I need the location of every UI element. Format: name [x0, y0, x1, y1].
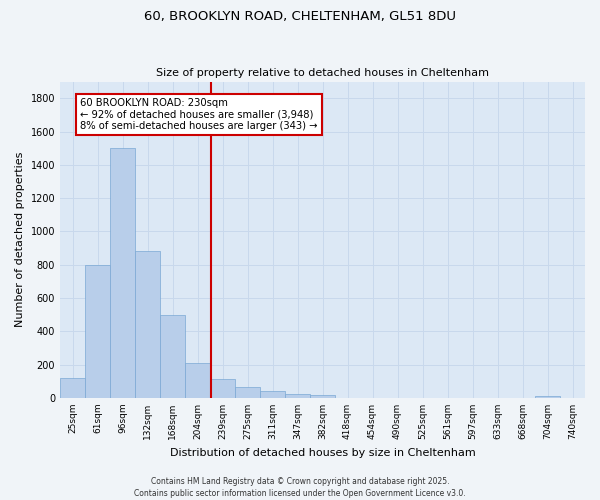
Bar: [135, 252, 160, 398]
Bar: [110, 148, 135, 398]
Bar: [85, 264, 110, 398]
Title: Size of property relative to detached houses in Cheltenham: Size of property relative to detached ho…: [156, 68, 489, 78]
Bar: [210, 379, 235, 398]
Text: Contains HM Land Registry data © Crown copyright and database right 2025.
Contai: Contains HM Land Registry data © Crown c…: [134, 476, 466, 498]
X-axis label: Distribution of detached houses by size in Cheltenham: Distribution of detached houses by size …: [170, 448, 475, 458]
Bar: [260, 392, 285, 398]
Text: 60 BROOKLYN ROAD: 230sqm
← 92% of detached houses are smaller (3,948)
8% of semi: 60 BROOKLYN ROAD: 230sqm ← 92% of detach…: [80, 98, 317, 132]
Bar: [185, 363, 210, 398]
Bar: [310, 394, 335, 398]
Bar: [160, 314, 185, 398]
Bar: [235, 387, 260, 398]
Text: 60, BROOKLYN ROAD, CHELTENHAM, GL51 8DU: 60, BROOKLYN ROAD, CHELTENHAM, GL51 8DU: [144, 10, 456, 23]
Y-axis label: Number of detached properties: Number of detached properties: [15, 152, 25, 328]
Bar: [60, 378, 85, 398]
Bar: [535, 396, 560, 398]
Bar: [285, 394, 310, 398]
